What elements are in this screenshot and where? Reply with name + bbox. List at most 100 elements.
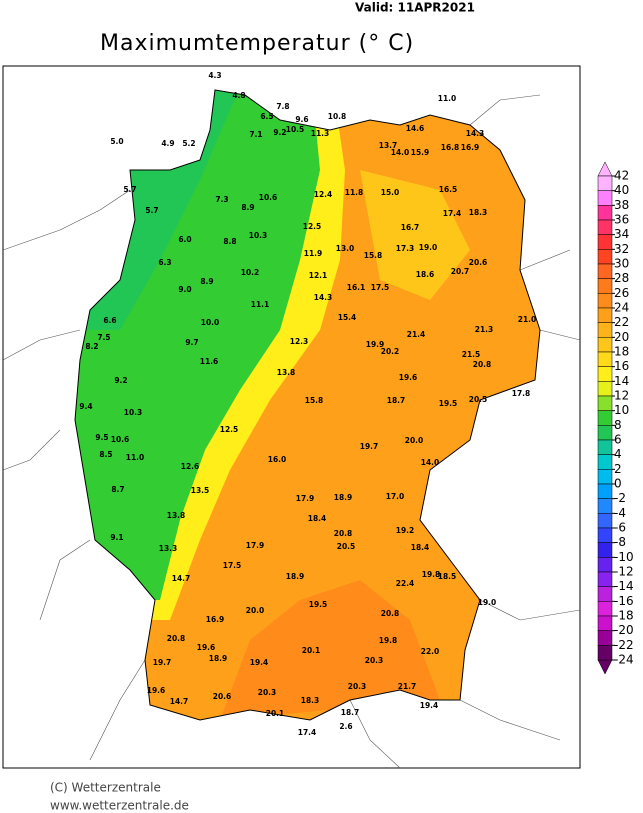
legend-band [597,454,613,470]
station-value: 20.2 [381,347,400,356]
station-value: 13.0 [336,244,355,253]
station-value: 15.8 [305,396,324,405]
station-value: 19.6 [197,643,216,652]
legend-band [597,571,613,587]
station-value: 20.6 [469,258,488,267]
station-value: 17.9 [296,494,315,503]
station-value: 19.0 [478,598,497,607]
station-value: 17.5 [223,561,242,570]
website: www.wetterzentrale.de [50,799,189,813]
station-value: 20.6 [213,692,232,701]
station-value: 21.7 [398,682,417,691]
legend-tick-label: -20 [614,623,634,637]
station-value: 18.4 [411,543,430,552]
station-value: 19.7 [153,658,172,667]
station-value: 18.4 [308,514,327,523]
legend-band [597,249,613,265]
station-value: 10.2 [241,268,260,277]
legend-band [597,322,613,338]
station-value: 9.5 [95,433,108,442]
station-value: 18.7 [341,708,360,717]
station-value: 19.0 [419,243,438,252]
station-value: 13.3 [159,544,178,553]
station-value: 17.3 [396,244,415,253]
station-value: 16.5 [439,185,458,194]
station-value: 19.9 [366,340,385,349]
station-value: 6.6 [103,316,116,325]
station-value: 20.8 [334,529,353,538]
station-value: 5.2 [182,139,195,148]
legend-band [597,205,613,221]
legend-band [597,630,613,646]
station-value: 5.7 [145,206,158,215]
legend-tick-label: 16 [614,359,629,373]
station-value: 16.7 [401,223,420,232]
legend-band [597,527,613,543]
station-value: 13.8 [167,511,186,520]
legend-band [597,513,613,529]
station-value: 8.9 [200,277,213,286]
station-value: 17.4 [298,728,317,737]
station-value: 19.8 [422,570,441,579]
station-value: 12.4 [314,190,333,199]
station-value: 5.7 [123,185,136,194]
station-value: 10.3 [249,231,268,240]
germany-border [74,89,541,721]
legend-band [597,175,613,191]
legend-band [597,615,613,631]
station-value: 11.8 [345,188,364,197]
station-value: 19.5 [309,600,328,609]
legend-tick-label: -24 [614,653,634,667]
station-value: 20.1 [266,709,285,718]
station-value: 10.5 [286,125,305,134]
station-value: 19.7 [360,442,379,451]
station-value: 8.2 [85,342,98,351]
station-value: 18.6 [416,270,435,279]
station-value: 18.9 [209,654,228,663]
legend-tick-label: -4 [614,506,626,520]
station-value: 7.3 [215,195,228,204]
station-value: 8.8 [223,237,236,246]
station-value: 9.6 [295,115,308,124]
station-value: 12.3 [290,337,309,346]
station-value: 17.0 [386,492,405,501]
station-value: 11.3 [311,129,330,138]
copyright: (C) Wetterzentrale [50,781,161,795]
legend-band [597,439,613,455]
legend-band [597,410,613,426]
legend-cap-top [597,161,613,177]
station-value: 6.5 [260,112,273,121]
legend-tick-label: 26 [614,286,629,300]
station-value: 19.6 [399,373,418,382]
station-value: 11.9 [304,249,323,258]
legend-tick-label: 14 [614,374,629,388]
legend-cap-bottom [597,659,613,675]
station-value: 18.9 [334,493,353,502]
station-value: 21.5 [462,350,481,359]
legend-tick-label: 8 [614,418,622,432]
station-value: 22.4 [396,579,415,588]
legend-band [597,395,613,411]
station-value: 21.3 [475,325,494,334]
legend-tick-label: -6 [614,521,626,535]
legend-tick-label: 40 [614,183,629,197]
legend-band [597,498,613,514]
station-value: 20.3 [365,656,384,665]
legend-band [597,425,613,441]
station-value: 16.1 [347,283,366,292]
legend-tick-label: -10 [614,550,634,564]
station-value: 20.5 [337,542,356,551]
station-value: 8.5 [99,450,112,459]
station-value: 18.7 [387,396,406,405]
legend-tick-label: -18 [614,609,634,623]
legend-tick-label: 20 [614,330,629,344]
legend-tick-label: 30 [614,257,629,271]
legend-band [597,469,613,485]
station-value: 9.4 [79,402,92,411]
station-value: 14.3 [314,293,333,302]
map-title: Maximumtemperatur (° C) [100,31,414,56]
station-value: 14.0 [421,458,440,467]
legend-tick-label: 22 [614,315,629,329]
legend-tick-label: -2 [614,491,626,505]
